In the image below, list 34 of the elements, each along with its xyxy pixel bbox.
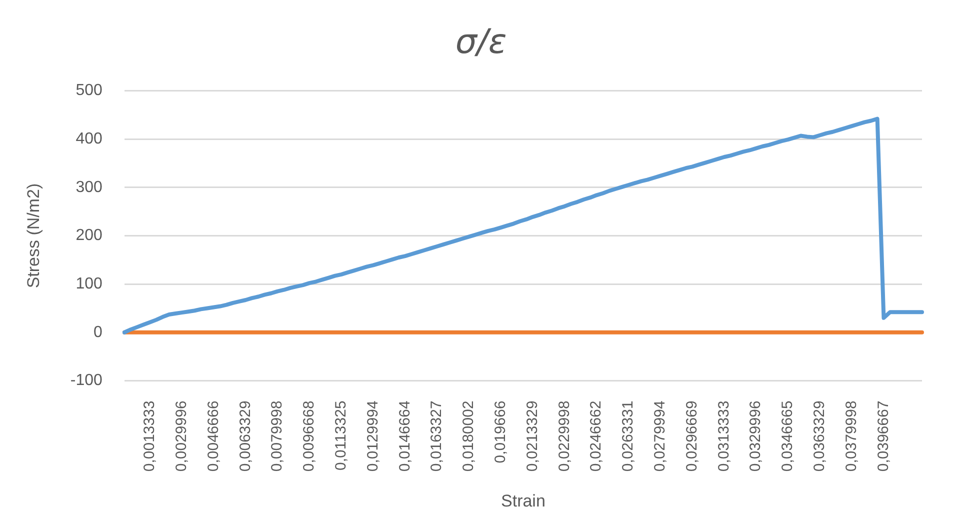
x-tick-label: 0,0046666 bbox=[204, 400, 222, 472]
x-tick-label: 0,0396667 bbox=[874, 400, 892, 472]
y-tick-label: 300 bbox=[76, 178, 103, 196]
x-tick-label: 0,0279994 bbox=[652, 400, 669, 472]
x-tick-label: 0,0229998 bbox=[556, 400, 573, 472]
x-tick-label: 0,0180002 bbox=[460, 400, 478, 472]
x-tick-label: 0,0113325 bbox=[332, 400, 350, 470]
x-tick-label: 0,0013333 bbox=[141, 400, 158, 472]
x-tick-label: 0,0379998 bbox=[842, 400, 860, 472]
y-tick-label: 200 bbox=[76, 227, 103, 244]
x-tick-label: 0,0096668 bbox=[300, 400, 318, 472]
y-tick-label: 0 bbox=[94, 324, 103, 341]
x-tick-label: 0,0163327 bbox=[428, 400, 446, 472]
x-tick-label: 0,0329996 bbox=[747, 400, 764, 472]
x-tick-label: 0,0213329 bbox=[524, 400, 541, 472]
y-tick-label: 500 bbox=[76, 82, 103, 100]
x-tick-label: 0,0263331 bbox=[620, 400, 637, 472]
x-tick-label: 0,0346665 bbox=[779, 400, 796, 472]
x-tick-label: 0,0296669 bbox=[683, 400, 700, 472]
x-tick-label: 0,019666 bbox=[492, 400, 510, 464]
x-tick-label: 0,0246662 bbox=[588, 400, 605, 472]
x-tick-label: 0,0313333 bbox=[715, 400, 732, 472]
y-tick-label: 100 bbox=[76, 275, 103, 292]
y-tick-label: 400 bbox=[76, 130, 103, 148]
x-tick-label: 0,0129994 bbox=[364, 400, 382, 472]
x-tick-label: 0,0079998 bbox=[268, 400, 286, 472]
x-tick-label: 0,0363329 bbox=[811, 400, 828, 472]
y-axis-title: Stress (N/m2) bbox=[24, 183, 43, 288]
y-tick-label: -100 bbox=[70, 372, 103, 390]
chart-title: σ/ε bbox=[455, 22, 507, 62]
x-tick-label: 0,0063329 bbox=[236, 400, 254, 472]
x-axis-title: Strain bbox=[501, 491, 546, 510]
x-tick-label: 0,0029996 bbox=[172, 400, 190, 472]
x-tick-label: 0,0146664 bbox=[396, 400, 414, 472]
